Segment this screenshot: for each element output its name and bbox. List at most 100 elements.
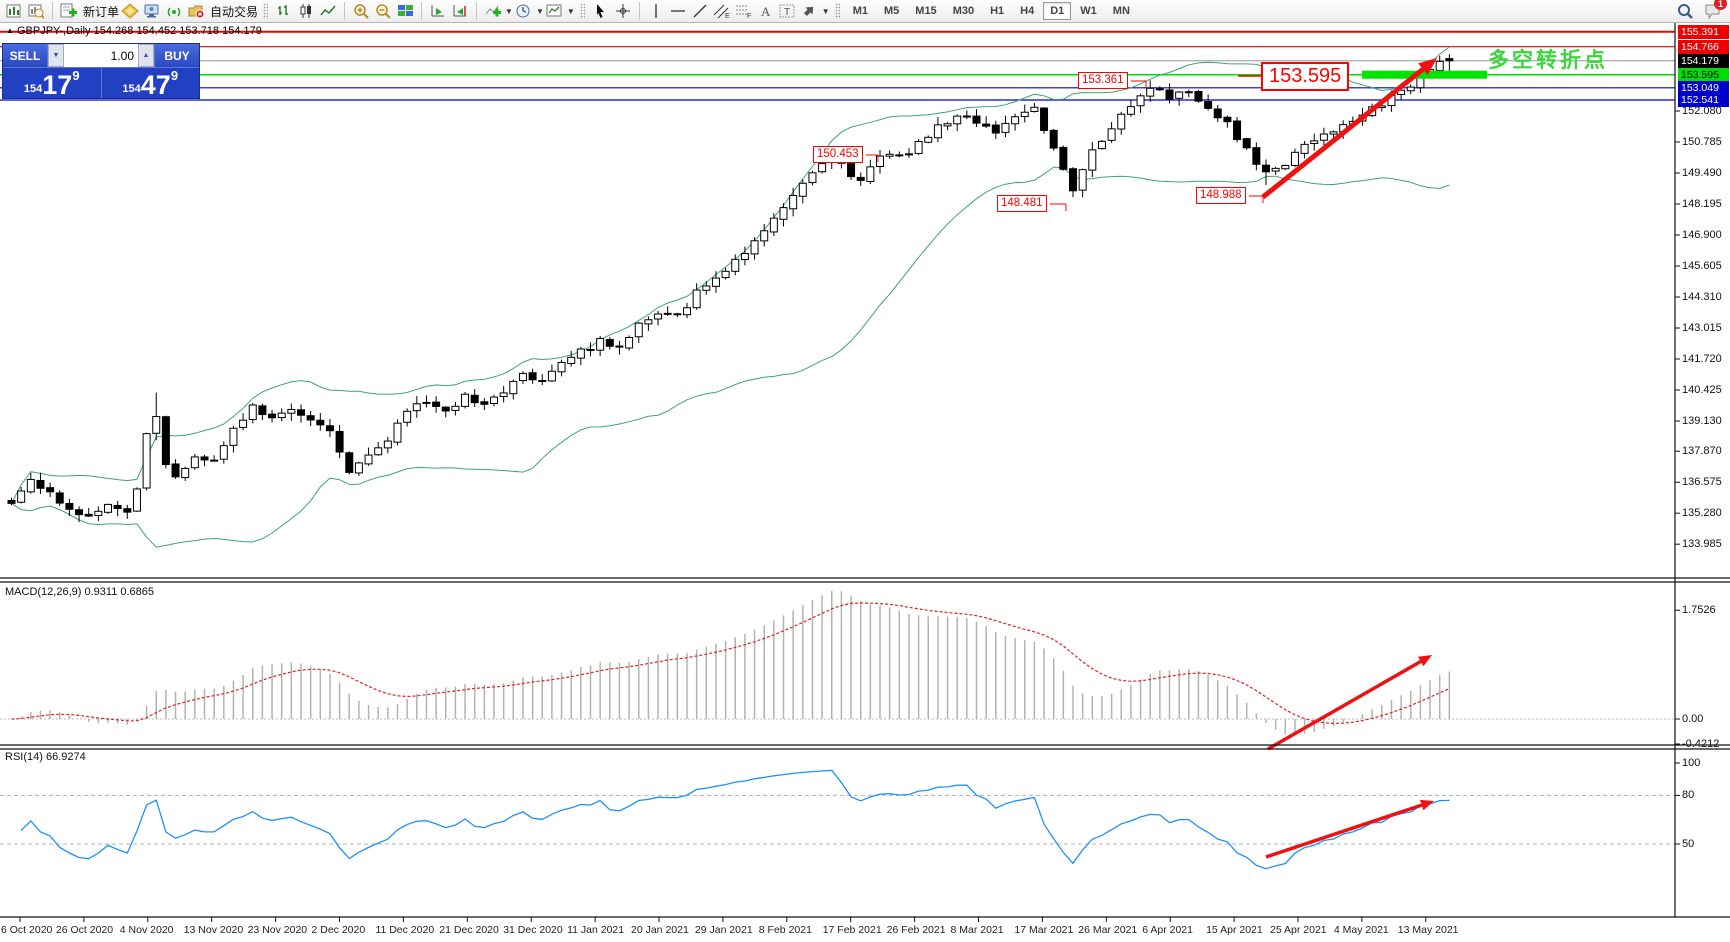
equidistant-channel-tool-icon[interactable]: E — [711, 0, 733, 22]
zoom-out-icon[interactable] — [372, 0, 394, 22]
volume-up-stepper[interactable]: ▲ — [138, 44, 154, 67]
price-tick-140.425: 140.425 — [1682, 384, 1722, 396]
new-order-label[interactable]: 新订单 — [83, 4, 120, 19]
symbol-open: 154.268 — [93, 25, 134, 37]
crosshair-icon[interactable] — [612, 0, 634, 22]
periodicity-dropdown-caret[interactable]: ▼ — [535, 6, 544, 16]
date-tick-13-Nov-2020: 13 Nov 2020 — [183, 924, 244, 936]
candlestick-mode-icon[interactable] — [295, 0, 317, 22]
profiles-icon[interactable] — [25, 0, 47, 22]
new-order-icon[interactable] — [58, 0, 80, 22]
macd-value-main: 0.9311 — [84, 586, 118, 598]
turning-point-bar[interactable] — [1362, 70, 1487, 79]
tile-windows-icon[interactable] — [394, 0, 416, 22]
arrows-dropdown-caret[interactable]: ▼ — [821, 6, 830, 16]
arrows-tool-icon[interactable] — [799, 0, 821, 22]
date-tick-11-Jan-2021: 11 Jan 2021 — [567, 924, 625, 936]
price-label-153.361[interactable]: 153.361 — [1078, 72, 1128, 89]
timeframe-button-M15[interactable]: M15 — [915, 5, 937, 17]
date-tick-11-Dec-2020: 11 Dec 2020 — [375, 924, 435, 936]
price-tick-139.130: 139.130 — [1682, 415, 1722, 427]
price-badge-152.541: 152.541 — [1678, 93, 1729, 107]
macd-value-signal: 0.6865 — [120, 586, 155, 598]
indicators-dropdown-caret[interactable]: ▼ — [505, 6, 513, 16]
trend-arrow-2[interactable] — [1267, 655, 1432, 751]
date-tick-4-Nov-2020: 4 Nov 2020 — [119, 924, 174, 936]
navigator-icon[interactable] — [141, 0, 163, 22]
indicators-icon[interactable] — [482, 0, 504, 22]
price-badge-154.766: 154.766 — [1678, 40, 1729, 54]
sell-price-pips: 17 — [42, 69, 73, 100]
zoom-in-icon[interactable] — [350, 0, 372, 22]
date-tick-17-Feb-2021: 17 Feb 2021 — [822, 924, 882, 936]
timeframe-button-H1[interactable]: H1 — [990, 5, 1005, 17]
templates-icon[interactable] — [544, 0, 566, 22]
svg-text:F: F — [747, 13, 751, 19]
autoscroll-icon[interactable] — [427, 0, 449, 22]
buy-button[interactable]: BUY — [155, 44, 199, 67]
chart-annotation-text[interactable]: 多空转折点 — [1488, 49, 1608, 72]
macd-signal-line — [11, 602, 1450, 725]
price-tick-136.575: 136.575 — [1682, 476, 1722, 488]
price-badge-153.595: 153.595 — [1678, 68, 1729, 82]
metaeditor-icon[interactable] — [119, 0, 141, 22]
new-chart-icon[interactable] — [3, 0, 25, 22]
templates-dropdown-caret[interactable]: ▼ — [566, 6, 575, 16]
timeframe-button-D1[interactable]: D1 — [1043, 2, 1072, 20]
svg-text:T: T — [784, 7, 790, 18]
price-tick-144.310: 144.310 — [1682, 291, 1722, 303]
autotrading-label[interactable]: 自动交易 — [210, 4, 259, 19]
macd-tick-1.7526: 1.7526 — [1682, 604, 1716, 616]
symbol-info: ▲ GBPJPY-,Daily 154.268 154.452 153.718 … — [6, 25, 262, 37]
horizontal-line-tool-icon[interactable] — [667, 0, 689, 22]
price-tick-133.985: 133.985 — [1682, 538, 1722, 550]
date-tick-4-May-2021: 4 May 2021 — [1333, 924, 1389, 936]
price-label-148.988[interactable]: 148.988 — [1196, 187, 1246, 204]
trend-arrow-3[interactable] — [1265, 799, 1434, 859]
buy-price[interactable]: 154 47 9 — [102, 68, 200, 98]
rsi-label: RSI(14) 66.9274 — [5, 751, 86, 763]
price-badge-153.049: 153.049 — [1678, 81, 1729, 95]
trend-arrow-1[interactable] — [1261, 58, 1437, 199]
fibonacci-tool-icon[interactable]: F — [733, 0, 755, 22]
symbol-low: 153.718 — [179, 25, 220, 37]
rsi-tick-100: 100 — [1682, 757, 1701, 769]
macd-plot — [0, 591, 1675, 736]
price-label-150.453[interactable]: 150.453 — [813, 146, 863, 163]
collapse-arrow-icon[interactable]: ▲ — [6, 26, 14, 35]
date-tick-6-Oct-2020: 6 Oct 2020 — [1, 924, 53, 936]
sell-price[interactable]: 154 17 9 — [3, 68, 102, 98]
trendline-tool-icon[interactable] — [689, 0, 711, 22]
timeframe-button-M5[interactable]: M5 — [884, 5, 900, 17]
periodicity-icon[interactable] — [513, 0, 535, 22]
date-tick-26-Oct-2020: 26 Oct 2020 — [55, 924, 114, 936]
line-chart-mode-icon[interactable] — [317, 0, 339, 22]
chart-shift-icon[interactable] — [449, 0, 471, 22]
sell-button[interactable]: SELL — [3, 44, 47, 67]
date-tick-2-Dec-2020: 2 Dec 2020 — [311, 924, 366, 936]
timeframe-button-MN[interactable]: MN — [1112, 5, 1130, 17]
date-tick-17-Mar-2021: 17 Mar 2021 — [1014, 924, 1074, 936]
macd-tick-0.00: 0.00 — [1682, 713, 1704, 725]
search-icon[interactable] — [1674, 0, 1696, 22]
text-tool-icon[interactable]: A — [755, 0, 777, 22]
cursor-icon[interactable] — [590, 0, 612, 22]
notification-badge: 1 — [1714, 0, 1727, 10]
vertical-line-tool-icon[interactable] — [645, 0, 667, 22]
timeframe-button-H4[interactable]: H4 — [1020, 5, 1035, 17]
price-label-148.481[interactable]: 148.481 — [997, 195, 1047, 212]
signals-icon[interactable] — [163, 0, 185, 22]
timeframe-button-M1[interactable]: M1 — [852, 5, 868, 17]
price-tick-143.015: 143.015 — [1682, 322, 1722, 334]
notifications-icon[interactable]: 1 — [1702, 0, 1727, 22]
autotrading-icon[interactable] — [185, 0, 207, 22]
price-tick-150.785: 150.785 — [1682, 136, 1722, 148]
timeframe-button-M30[interactable]: M30 — [952, 5, 975, 17]
macd-label: MACD(12,26,9) 0.9311 0.6865 — [5, 586, 155, 598]
price-label-153.595[interactable]: 153.595 — [1261, 62, 1350, 91]
volume-down-stepper[interactable]: ▼ — [48, 44, 64, 67]
timeframe-button-W1[interactable]: W1 — [1080, 5, 1097, 17]
bar-chart-mode-icon[interactable] — [273, 0, 295, 22]
volume-input[interactable] — [64, 44, 138, 67]
text-label-tool-icon[interactable]: T — [777, 0, 799, 22]
